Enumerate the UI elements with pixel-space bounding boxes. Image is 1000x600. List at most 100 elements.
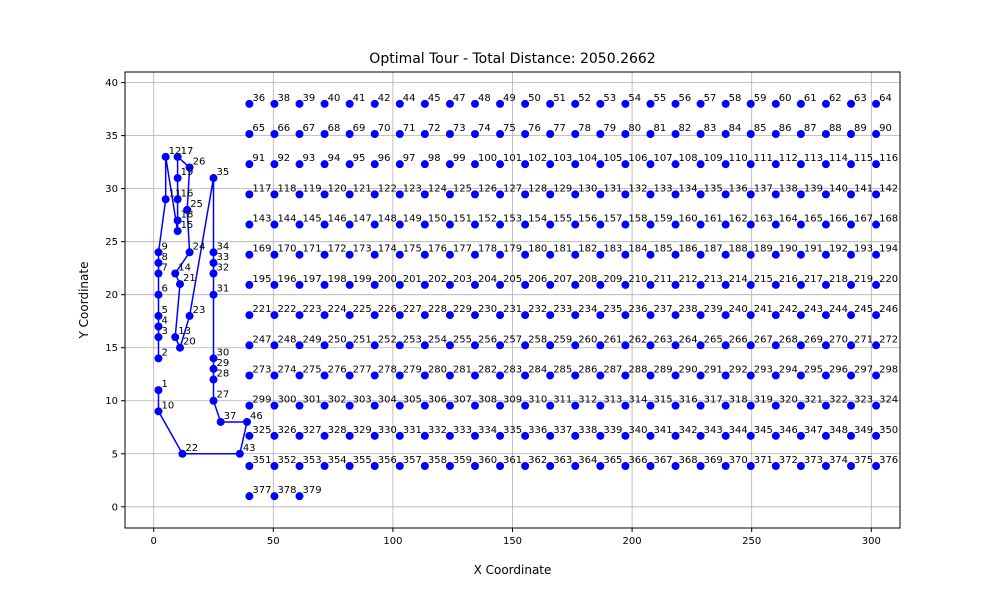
extra-point bbox=[821, 220, 830, 229]
extra-point bbox=[596, 250, 605, 259]
extra-point-label: 172 bbox=[328, 244, 347, 255]
extra-point-label: 306 bbox=[428, 395, 447, 406]
extra-point bbox=[270, 371, 279, 380]
extra-point-marker bbox=[821, 280, 830, 289]
extra-point-label: 204 bbox=[478, 274, 497, 285]
extra-point-label: 220 bbox=[879, 274, 898, 285]
extra-point bbox=[847, 311, 856, 320]
extra-point-marker bbox=[295, 190, 304, 199]
extra-point bbox=[521, 250, 530, 259]
extra-point bbox=[370, 462, 379, 471]
extra-point-marker bbox=[621, 220, 630, 229]
extra-point-marker bbox=[847, 431, 856, 440]
extra-point bbox=[671, 250, 680, 259]
extra-point-label: 71 bbox=[403, 123, 416, 134]
extra-point bbox=[571, 341, 580, 350]
extra-point bbox=[596, 280, 605, 289]
extra-point-label: 249 bbox=[303, 334, 322, 345]
extra-point-marker bbox=[746, 431, 755, 440]
extra-point bbox=[621, 341, 630, 350]
extra-point-marker bbox=[696, 371, 705, 380]
extra-point bbox=[796, 190, 805, 199]
tour-point bbox=[185, 163, 194, 172]
extra-point-label: 137 bbox=[754, 183, 773, 194]
extra-point bbox=[470, 220, 479, 229]
extra-point bbox=[245, 190, 254, 199]
extra-point-label: 264 bbox=[679, 334, 698, 345]
extra-point bbox=[771, 462, 780, 471]
extra-point-label: 330 bbox=[378, 425, 397, 436]
extra-point-label: 54 bbox=[628, 93, 641, 104]
extra-point-label: 190 bbox=[779, 244, 798, 255]
extra-point-marker bbox=[295, 220, 304, 229]
extra-point bbox=[721, 311, 730, 320]
extra-point bbox=[821, 99, 830, 108]
extra-point-marker bbox=[245, 250, 254, 259]
extra-point bbox=[245, 160, 254, 169]
extra-point-label: 95 bbox=[353, 153, 366, 164]
y-tick-label: 35 bbox=[105, 131, 118, 142]
extra-point-label: 240 bbox=[729, 304, 748, 315]
extra-point-label: 230 bbox=[478, 304, 497, 315]
extra-point bbox=[320, 220, 329, 229]
extra-point bbox=[872, 129, 881, 138]
extra-point bbox=[345, 341, 354, 350]
extra-point-marker bbox=[721, 280, 730, 289]
extra-point bbox=[470, 311, 479, 320]
extra-point-label: 322 bbox=[829, 395, 848, 406]
extra-point bbox=[596, 462, 605, 471]
extra-point-label: 268 bbox=[779, 334, 798, 345]
extra-point bbox=[270, 311, 279, 320]
extra-point-label: 313 bbox=[603, 395, 622, 406]
extra-point-label: 143 bbox=[252, 214, 271, 225]
extra-point-label: 335 bbox=[503, 425, 522, 436]
extra-point-label: 81 bbox=[653, 123, 666, 134]
extra-point-marker bbox=[872, 99, 881, 108]
extra-point-label: 77 bbox=[553, 123, 566, 134]
extra-point-marker bbox=[295, 371, 304, 380]
extra-point bbox=[496, 311, 505, 320]
extra-point bbox=[270, 431, 279, 440]
point-label: 16 bbox=[181, 188, 194, 199]
extra-point bbox=[596, 190, 605, 199]
x-tick-label: 100 bbox=[383, 536, 402, 547]
extra-point-marker bbox=[496, 99, 505, 108]
extra-point bbox=[420, 401, 429, 410]
extra-point-label: 308 bbox=[478, 395, 497, 406]
extra-point-label: 373 bbox=[804, 455, 823, 466]
extra-point bbox=[646, 220, 655, 229]
extra-point-marker bbox=[521, 160, 530, 169]
extra-point-marker bbox=[420, 401, 429, 410]
point-label: 30 bbox=[217, 347, 230, 358]
extra-point-marker bbox=[646, 160, 655, 169]
extra-point-marker bbox=[546, 99, 555, 108]
extra-point-marker bbox=[320, 341, 329, 350]
extra-point-marker bbox=[546, 250, 555, 259]
extra-point-label: 138 bbox=[779, 183, 798, 194]
extra-point-marker bbox=[370, 341, 379, 350]
extra-point-label: 360 bbox=[478, 455, 497, 466]
extra-point-label: 115 bbox=[854, 153, 873, 164]
extra-point-marker bbox=[496, 431, 505, 440]
extra-point-label: 96 bbox=[378, 153, 391, 164]
extra-point-marker bbox=[245, 341, 254, 350]
extra-point-label: 287 bbox=[603, 364, 622, 375]
extra-point-label: 166 bbox=[829, 214, 848, 225]
extra-point-marker bbox=[771, 401, 780, 410]
extra-point-label: 363 bbox=[553, 455, 572, 466]
extra-point-label: 303 bbox=[353, 395, 372, 406]
extra-point-label: 250 bbox=[328, 334, 347, 345]
extra-point bbox=[546, 371, 555, 380]
extra-point-marker bbox=[721, 160, 730, 169]
extra-point-label: 87 bbox=[804, 123, 817, 134]
extra-point-label: 326 bbox=[277, 425, 296, 436]
extra-point-label: 177 bbox=[453, 244, 472, 255]
extra-point-marker bbox=[420, 371, 429, 380]
extra-point-label: 318 bbox=[729, 395, 748, 406]
extra-point bbox=[320, 311, 329, 320]
extra-point-marker bbox=[345, 129, 354, 138]
extra-point bbox=[771, 129, 780, 138]
extra-point-marker bbox=[521, 129, 530, 138]
extra-point-label: 109 bbox=[704, 153, 723, 164]
